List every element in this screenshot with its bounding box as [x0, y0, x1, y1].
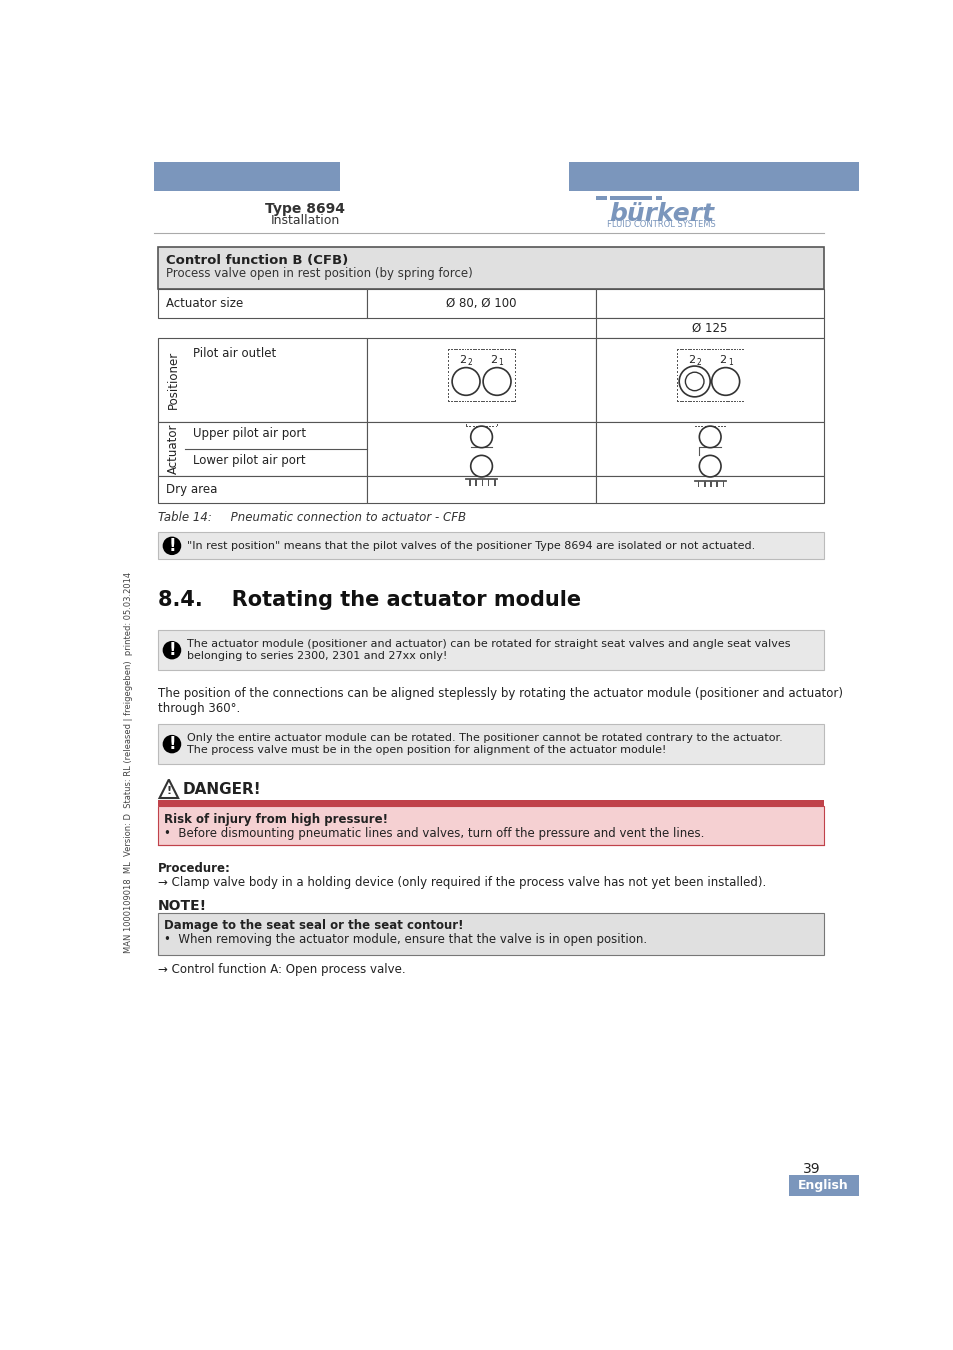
Circle shape [679, 366, 709, 397]
Circle shape [699, 455, 720, 477]
Bar [703, 481, 705, 487]
Circle shape [162, 641, 181, 659]
Text: The position of the connections can be aligned steplessly by rotating the actuat: The position of the connections can be a… [158, 687, 842, 716]
Text: •  Before dismounting pneumatic lines and valves, turn off the pressure and vent: • Before dismounting pneumatic lines and… [164, 826, 704, 840]
Text: 1: 1 [727, 358, 732, 367]
Text: Type 8694: Type 8694 [265, 202, 345, 216]
FancyBboxPatch shape [596, 477, 823, 504]
Text: Actuator size: Actuator size [166, 297, 243, 310]
Text: Control function B (CFB): Control function B (CFB) [166, 254, 348, 267]
Text: Actuator: Actuator [167, 424, 180, 474]
Text: Dry area: Dry area [166, 483, 217, 497]
Text: 2: 2 [697, 358, 701, 367]
Text: DANGER!: DANGER! [183, 782, 261, 796]
Text: Ø 80, Ø 100: Ø 80, Ø 100 [446, 297, 517, 310]
Text: Damage to the seat seal or the seat contour!: Damage to the seat seal or the seat cont… [164, 919, 463, 931]
FancyBboxPatch shape [367, 289, 596, 319]
Text: "In rest position" means that the pilot valves of the positioner Type 8694 are i: "In rest position" means that the pilot … [187, 541, 755, 551]
Text: Table 14:     Pneumatic connection to actuator - CFB: Table 14: Pneumatic connection to actuat… [158, 510, 465, 524]
Text: 2: 2 [459, 355, 466, 366]
Bar [721, 481, 723, 487]
FancyBboxPatch shape [788, 1174, 858, 1196]
FancyBboxPatch shape [158, 630, 823, 670]
Text: Upper pilot air port: Upper pilot air port [193, 427, 306, 440]
Circle shape [162, 734, 181, 753]
Circle shape [470, 455, 492, 477]
Bar [481, 479, 482, 486]
Text: Lower pilot air port: Lower pilot air port [193, 454, 305, 467]
Text: 1: 1 [498, 358, 503, 367]
FancyBboxPatch shape [367, 423, 596, 477]
FancyBboxPatch shape [158, 532, 823, 559]
FancyBboxPatch shape [158, 423, 367, 477]
Text: 2: 2 [719, 355, 725, 366]
FancyBboxPatch shape [158, 477, 367, 504]
Text: 39: 39 [802, 1162, 820, 1176]
FancyBboxPatch shape [596, 289, 823, 319]
Polygon shape [159, 779, 178, 798]
Circle shape [452, 367, 479, 396]
Text: 2: 2 [490, 355, 497, 366]
Circle shape [699, 427, 720, 448]
FancyBboxPatch shape [158, 913, 823, 954]
FancyBboxPatch shape [596, 338, 823, 423]
FancyBboxPatch shape [596, 423, 823, 477]
Text: 2: 2 [687, 355, 695, 366]
FancyBboxPatch shape [568, 162, 858, 192]
Text: Ø 125: Ø 125 [692, 321, 727, 335]
FancyBboxPatch shape [158, 338, 367, 423]
Bar [494, 479, 495, 486]
FancyBboxPatch shape [158, 806, 823, 845]
FancyBboxPatch shape [154, 162, 340, 192]
Text: Installation: Installation [271, 213, 339, 227]
Text: The actuator module (positioner and actuator) can be rotated for straight seat v: The actuator module (positioner and actu… [187, 640, 790, 662]
Bar [609, 196, 652, 200]
FancyBboxPatch shape [596, 319, 823, 338]
Text: •  When removing the actuator module, ensure that the valve is in open position.: • When removing the actuator module, ens… [164, 933, 647, 946]
FancyBboxPatch shape [158, 289, 367, 319]
Text: → Clamp valve body in a holding device (only required if the process valve has n: → Clamp valve body in a holding device (… [158, 876, 765, 888]
Text: !: ! [168, 537, 175, 555]
Bar [697, 481, 699, 487]
FancyBboxPatch shape [158, 801, 823, 806]
Text: !: ! [168, 641, 175, 659]
Text: English: English [798, 1179, 848, 1192]
Text: Process valve open in rest position (by spring force): Process valve open in rest position (by … [166, 267, 472, 281]
Bar [475, 479, 476, 486]
Circle shape [711, 367, 739, 396]
Text: bürkert: bürkert [609, 202, 714, 225]
Bar [596, 196, 607, 200]
Text: !: ! [166, 786, 172, 796]
Text: Only the entire actuator module can be rotated. The positioner cannot be rotated: Only the entire actuator module can be r… [187, 733, 782, 755]
Text: !: ! [168, 736, 175, 753]
Bar [716, 481, 718, 487]
Text: 2: 2 [467, 358, 472, 367]
Text: MAN 1000109018  ML  Version: D  Status: RL (released | freigegeben)  printed: 05: MAN 1000109018 ML Version: D Status: RL … [124, 572, 132, 953]
FancyBboxPatch shape [367, 338, 596, 423]
Text: NOTE!: NOTE! [158, 899, 207, 913]
Circle shape [470, 427, 492, 448]
Bar [709, 481, 711, 487]
FancyBboxPatch shape [158, 724, 823, 764]
Text: Pilot air outlet: Pilot air outlet [193, 347, 275, 360]
Circle shape [482, 367, 511, 396]
Text: 8.4.    Rotating the actuator module: 8.4. Rotating the actuator module [158, 590, 580, 610]
Circle shape [684, 373, 703, 390]
Circle shape [162, 536, 181, 555]
Text: Procedure:: Procedure: [158, 861, 231, 875]
FancyBboxPatch shape [367, 477, 596, 504]
Bar [469, 479, 470, 486]
Text: FLUID CONTROL SYSTEMS: FLUID CONTROL SYSTEMS [607, 220, 716, 228]
FancyBboxPatch shape [158, 247, 823, 289]
Bar [487, 479, 489, 486]
Text: Positioner: Positioner [167, 351, 180, 409]
Text: Risk of injury from high pressure!: Risk of injury from high pressure! [164, 813, 388, 826]
Bar [655, 196, 661, 200]
Text: → Control function A: Open process valve.: → Control function A: Open process valve… [158, 963, 405, 976]
